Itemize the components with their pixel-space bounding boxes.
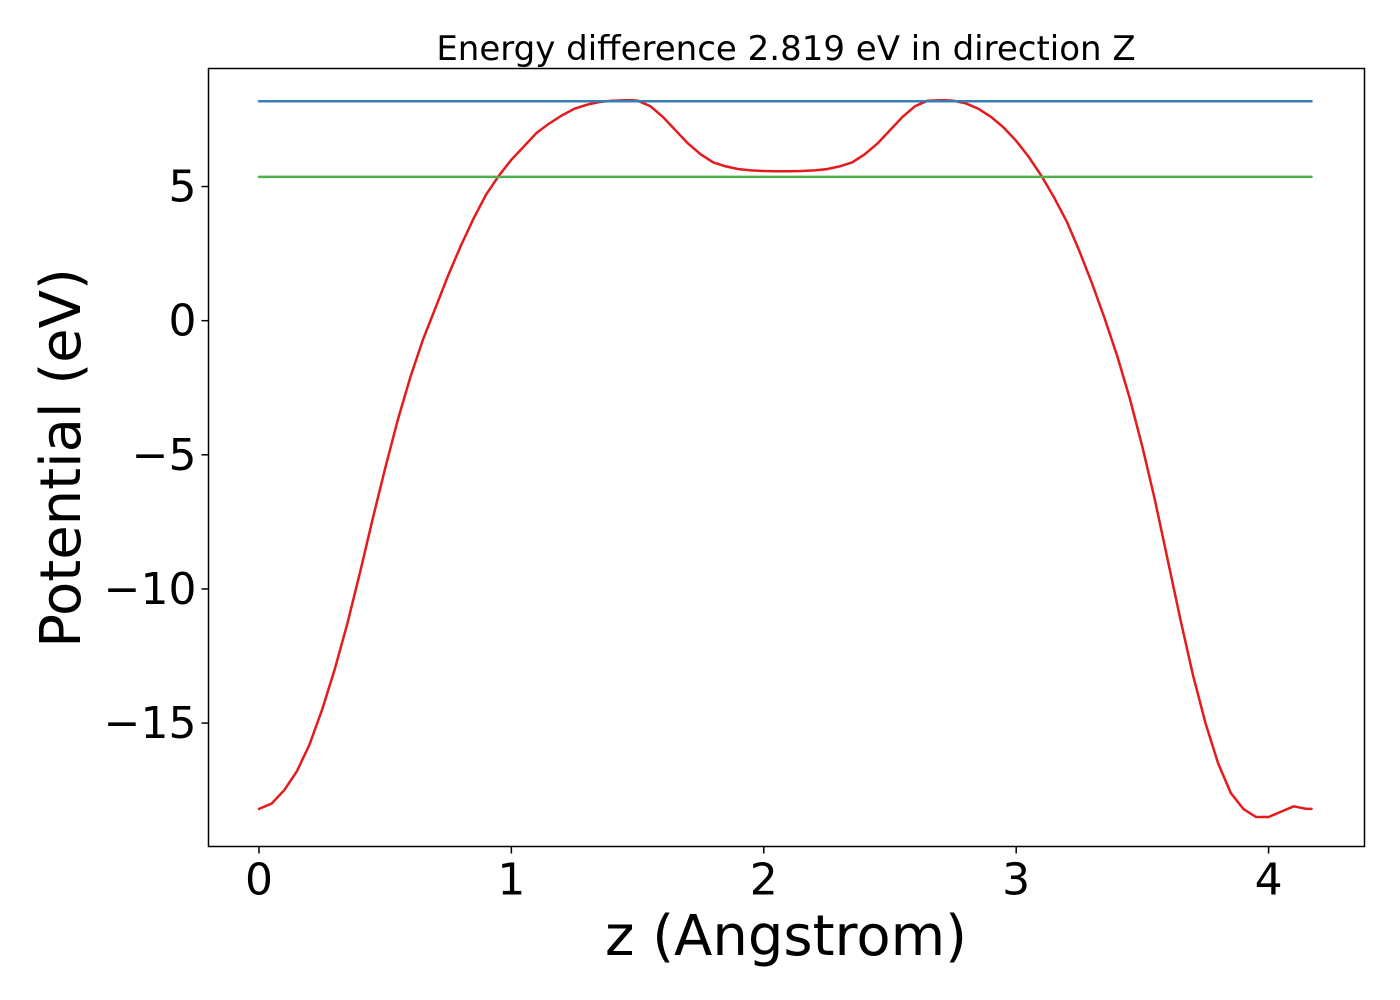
- y-tick-label: −10: [104, 564, 197, 615]
- y-axis-label: Potential (eV): [29, 268, 94, 648]
- x-tick-label: 2: [750, 855, 778, 906]
- y-tick-label: −5: [132, 430, 197, 481]
- plot-frame: [207, 67, 1366, 848]
- x-tick-label: 0: [245, 855, 273, 906]
- x-axis-label: z (Angstrom): [605, 904, 967, 969]
- chart-title: Energy difference 2.819 eV in direction …: [436, 29, 1135, 69]
- y-axis: 5 0 −5 −10 −15: [104, 162, 209, 749]
- x-tick-label: 4: [1255, 855, 1283, 906]
- y-tick-label: 5: [169, 162, 197, 213]
- y-tick-label: 0: [169, 296, 197, 347]
- x-tick-label: 3: [1002, 855, 1030, 906]
- x-tick-label: 1: [497, 855, 525, 906]
- plot-area: [257, 98, 1313, 819]
- x-axis: 0 1 2 3 4: [245, 846, 1283, 906]
- series-line-potential: [257, 98, 1313, 819]
- y-tick-label: −15: [104, 698, 197, 749]
